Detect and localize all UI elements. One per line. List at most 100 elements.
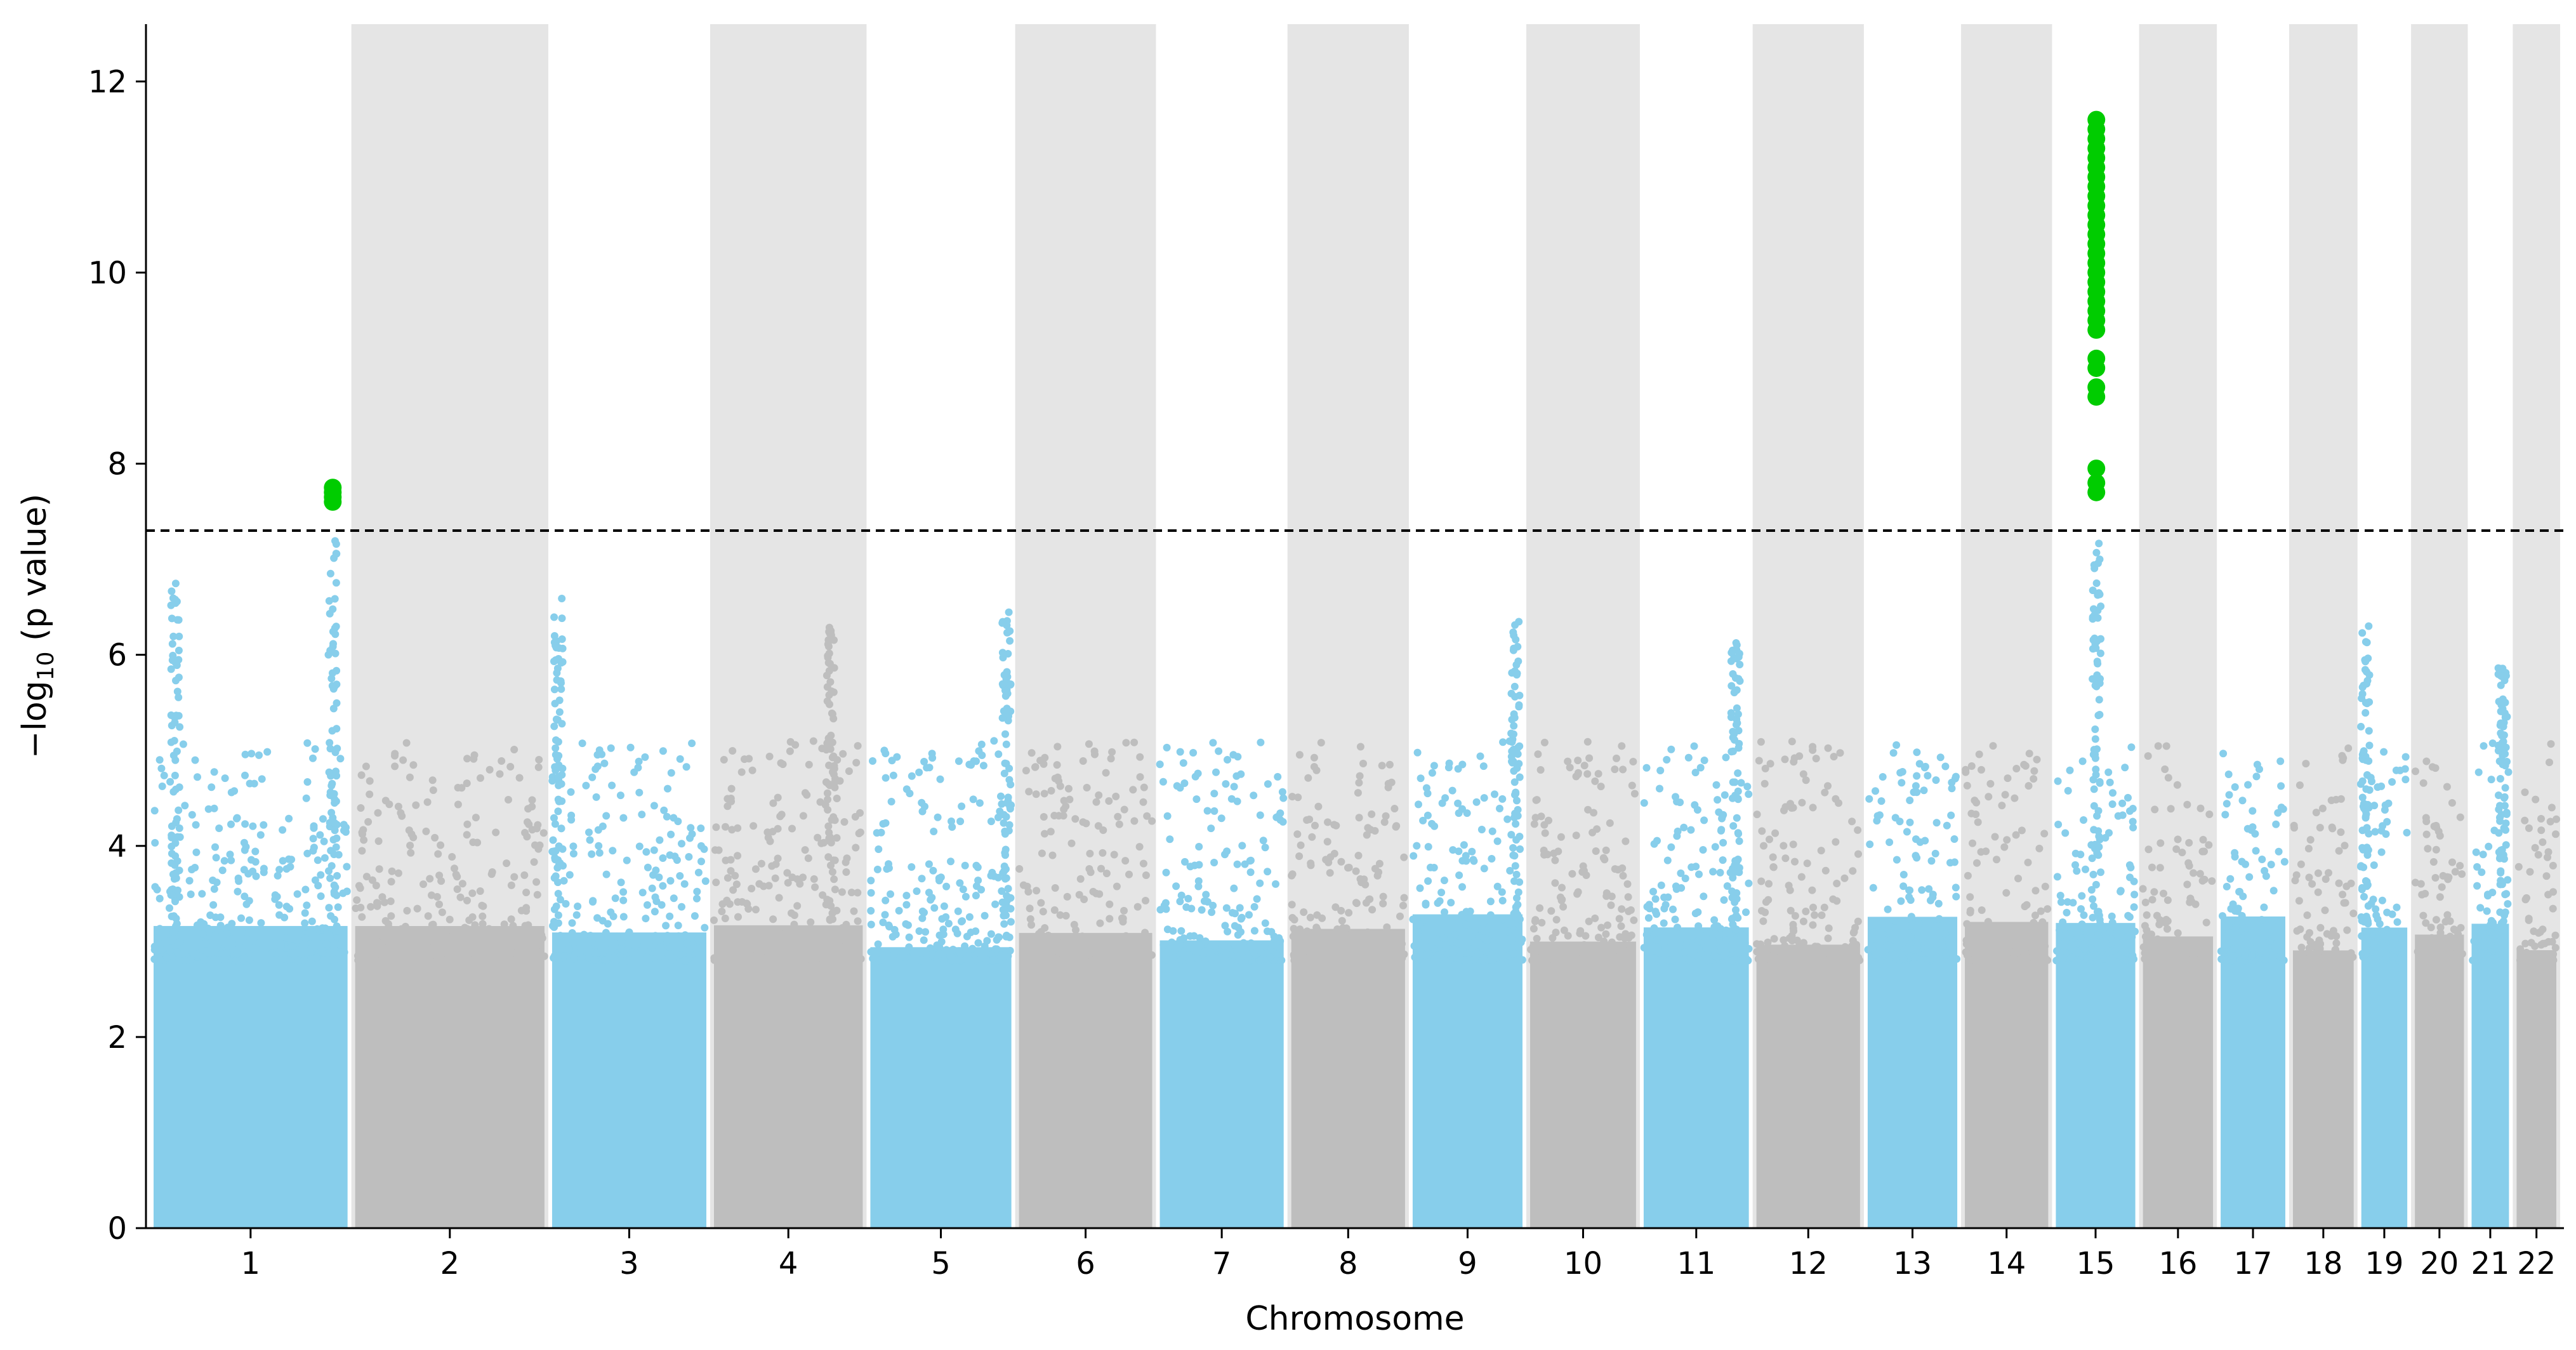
snp-point bbox=[2393, 903, 2401, 911]
snp-point bbox=[320, 956, 327, 964]
snp-point bbox=[657, 943, 665, 951]
snp-point bbox=[652, 866, 660, 875]
snp-point bbox=[2526, 868, 2534, 876]
snp-point bbox=[2177, 939, 2185, 948]
snp-point bbox=[972, 892, 980, 899]
snp-point bbox=[1203, 807, 1212, 815]
snp-point bbox=[211, 843, 219, 851]
snp-point bbox=[968, 944, 977, 953]
x-tick-label-5: 5 bbox=[931, 1246, 951, 1281]
snp-point bbox=[1835, 799, 1842, 807]
snp-point bbox=[1125, 870, 1133, 878]
snp-point bbox=[1400, 950, 1408, 958]
snp-point bbox=[2114, 812, 2122, 820]
snp-point bbox=[807, 918, 815, 926]
snp-point bbox=[2341, 899, 2349, 907]
snp-point bbox=[2059, 918, 2067, 926]
snp-point bbox=[307, 955, 315, 963]
snp-point bbox=[1430, 762, 1438, 770]
snp-point bbox=[1488, 956, 1496, 965]
snp-point bbox=[1533, 934, 1541, 943]
snp-point bbox=[1743, 783, 1752, 791]
snp-point bbox=[1934, 899, 1943, 908]
snp-point bbox=[2429, 858, 2438, 866]
peak-point bbox=[1733, 814, 1741, 822]
snp-point bbox=[1754, 955, 1762, 963]
snp-point bbox=[1789, 804, 1797, 812]
snp-point bbox=[1424, 877, 1432, 885]
snp-point bbox=[1509, 944, 1517, 952]
snp-point bbox=[514, 932, 522, 941]
snp-point bbox=[520, 871, 529, 879]
snp-point bbox=[1780, 936, 1788, 944]
snp-point bbox=[1591, 777, 1599, 785]
snp-point bbox=[150, 946, 159, 954]
snp-point bbox=[386, 897, 395, 905]
snp-point bbox=[2223, 800, 2231, 808]
snp-point bbox=[1092, 889, 1100, 897]
snp-point bbox=[391, 762, 399, 771]
peak-point bbox=[2360, 863, 2368, 871]
peak-point bbox=[176, 723, 184, 731]
snp-point bbox=[533, 890, 541, 899]
snp-point bbox=[1261, 844, 1269, 852]
snp-point bbox=[2117, 887, 2125, 895]
snp-point bbox=[666, 943, 674, 951]
snp-point bbox=[2087, 886, 2096, 894]
snp-point bbox=[1938, 939, 1946, 947]
snp-point bbox=[602, 812, 611, 820]
snp-point bbox=[300, 956, 308, 965]
snp-point bbox=[617, 878, 625, 887]
snp-point bbox=[1989, 742, 1997, 750]
snp-point bbox=[1699, 846, 1707, 854]
snp-point bbox=[2445, 873, 2453, 882]
snp-point bbox=[1217, 814, 1225, 823]
peak-point bbox=[1513, 894, 1521, 902]
snp-point bbox=[1288, 901, 1296, 909]
peak-point bbox=[169, 594, 177, 602]
snp-point bbox=[1842, 946, 1849, 954]
snp-point bbox=[1237, 915, 1245, 923]
snp-point bbox=[1310, 753, 1318, 762]
snp-point bbox=[437, 956, 446, 965]
snp-point bbox=[2439, 950, 2447, 958]
peak-point bbox=[1002, 740, 1010, 748]
snp-point bbox=[2021, 762, 2030, 770]
snp-point bbox=[204, 805, 213, 813]
snp-point bbox=[788, 909, 795, 917]
snp-point bbox=[1836, 749, 1844, 757]
peak-point bbox=[823, 896, 831, 904]
snp-point bbox=[2231, 852, 2239, 861]
peak-point bbox=[1002, 874, 1010, 882]
snp-point bbox=[2219, 948, 2228, 956]
snp-point bbox=[1854, 850, 1862, 858]
snp-point bbox=[987, 930, 995, 938]
snp-point bbox=[2004, 774, 2012, 783]
snp-point bbox=[1413, 842, 1421, 850]
snp-point bbox=[854, 742, 862, 750]
snp-point bbox=[920, 908, 928, 917]
snp-point bbox=[2328, 824, 2337, 833]
snp-point bbox=[2546, 817, 2554, 826]
snp-point bbox=[2473, 882, 2481, 890]
snp-point bbox=[2053, 873, 2061, 881]
snp-point bbox=[1029, 943, 1037, 951]
snp-point bbox=[1303, 927, 1311, 936]
snp-point bbox=[1967, 762, 1976, 770]
peak-point bbox=[2496, 880, 2504, 889]
snp-point bbox=[2233, 907, 2242, 915]
snp-point bbox=[925, 860, 933, 868]
snp-point bbox=[1115, 947, 1123, 955]
snp-point bbox=[1849, 867, 1857, 875]
snp-point bbox=[509, 928, 517, 936]
y-tick-label: 8 bbox=[107, 447, 127, 482]
snp-point bbox=[2347, 879, 2355, 887]
peak-point bbox=[555, 861, 563, 868]
snp-point bbox=[319, 933, 326, 941]
peak-point bbox=[2361, 709, 2370, 717]
snp-point bbox=[302, 794, 310, 802]
snp-point bbox=[908, 772, 916, 780]
snp-point bbox=[2372, 911, 2381, 920]
snp-cloud-12 bbox=[1756, 944, 1860, 1228]
snp-point bbox=[918, 914, 927, 922]
